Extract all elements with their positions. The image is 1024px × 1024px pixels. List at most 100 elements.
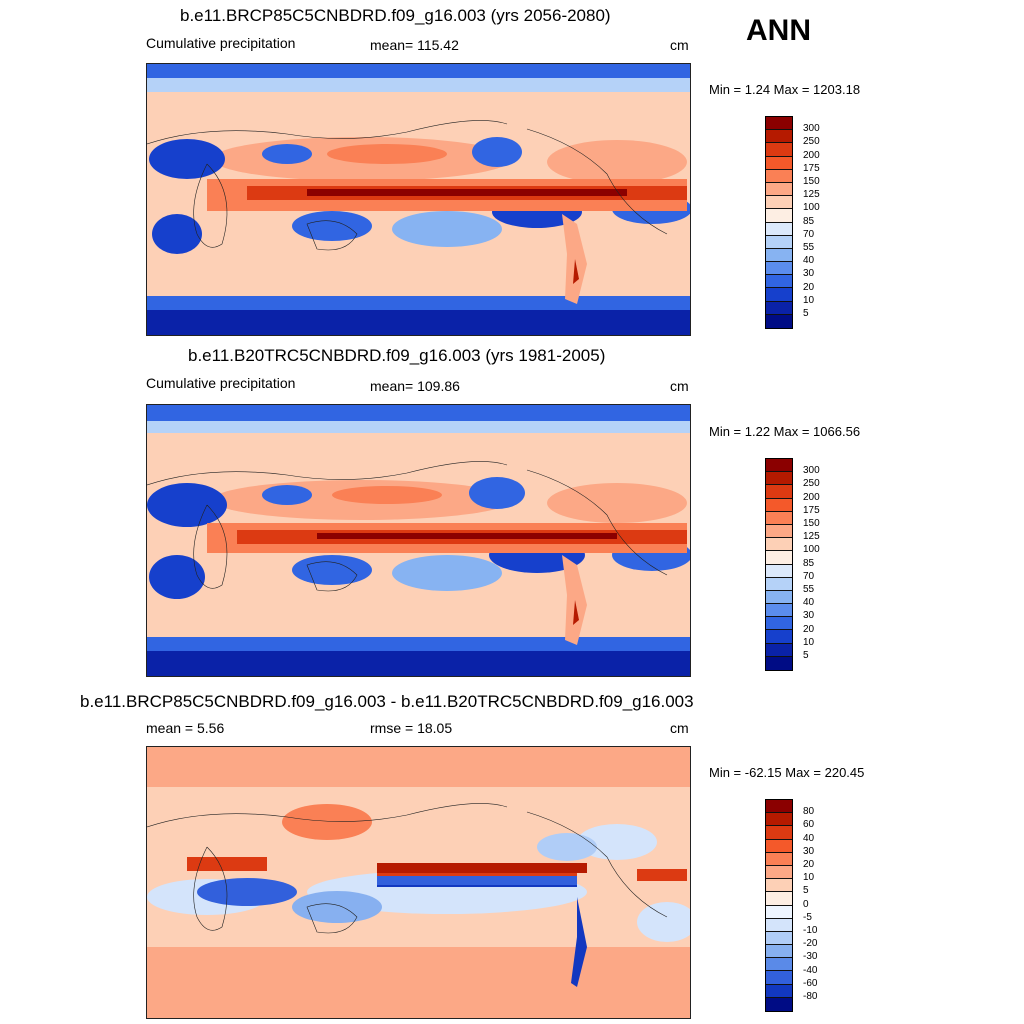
panel-left-label: mean = 5.56	[146, 720, 225, 736]
colorbar-box	[766, 235, 792, 249]
panel-left-label: Cumulative precipitation	[146, 35, 296, 51]
colorbar-tick-label: 175	[803, 162, 820, 174]
colorbar-tick-label: 70	[803, 228, 815, 240]
panel-minmax: Min = -62.15 Max = 220.45	[709, 765, 865, 780]
panel-units: cm	[670, 720, 689, 736]
precip-map	[146, 63, 691, 336]
colorbar-box	[766, 156, 792, 170]
colorbar-tick-label: -30	[803, 951, 818, 963]
colorbar-box	[766, 879, 792, 893]
colorbar-tick-label: 100	[803, 202, 820, 214]
colorbar-tick-label: 20	[803, 859, 815, 870]
colorbar-box	[766, 865, 792, 880]
panel-title: b.e11.B20TRC5CNBDRD.f09_g16.003 (yrs 198…	[188, 346, 606, 365]
colorbar-tick-label: 5	[803, 885, 809, 897]
colorbar-tick-label: 150	[803, 176, 820, 187]
colorbar-tick-label: -5	[803, 911, 812, 923]
colorbar-box	[766, 196, 792, 210]
panel-title: b.e11.BRCP85C5CNBDRD.f09_g16.003 - b.e11…	[80, 692, 694, 711]
colorbar-tick-label: 175	[803, 504, 820, 516]
colorbar-box	[766, 617, 792, 631]
colorbar-box	[766, 485, 792, 499]
colorbar-box	[766, 839, 792, 853]
panel-minmax: Min = 1.22 Max = 1066.56	[709, 424, 861, 439]
colorbar-tick-label: 200	[803, 491, 820, 503]
colorbar-tick-label: 125	[803, 189, 820, 201]
colorbar-box	[766, 524, 792, 539]
panel-center-label: mean= 109.86	[370, 378, 460, 394]
colorbar-tick-label: 30	[803, 845, 815, 857]
colorbar-tick-label: -60	[803, 977, 818, 989]
colorbar-tick-label: 20	[803, 623, 815, 635]
colorbar-box	[766, 538, 792, 552]
colorbar	[765, 116, 793, 329]
colorbar-box	[766, 275, 792, 289]
colorbar-box	[766, 511, 792, 525]
colorbar-box	[766, 472, 792, 486]
colorbar-tick-label: -20	[803, 938, 818, 950]
colorbar-tick-label: -10	[803, 925, 818, 936]
panel-left-label: Cumulative precipitation	[146, 375, 296, 391]
colorbar-box	[766, 577, 792, 591]
panel-units: cm	[670, 378, 689, 394]
colorbar	[765, 458, 793, 671]
colorbar-box	[766, 209, 792, 223]
colorbar-box	[766, 498, 792, 512]
season-label: ANN	[746, 14, 811, 47]
panel-center-label: mean= 115.42	[370, 37, 459, 53]
colorbar-tick-label: 40	[803, 597, 815, 609]
colorbar-box	[766, 222, 792, 236]
panel-title: b.e11.BRCP85C5CNBDRD.f09_g16.003 (yrs 20…	[180, 6, 611, 25]
colorbar-box	[766, 945, 792, 959]
colorbar-tick-label: 10	[803, 294, 815, 306]
colorbar-box	[766, 301, 792, 315]
colorbar-tick-label: 250	[803, 478, 820, 490]
colorbar-box	[766, 564, 792, 578]
colorbar-tick-label: 55	[803, 242, 815, 253]
colorbar-tick-label: 100	[803, 544, 820, 556]
colorbar-box	[766, 130, 792, 144]
colorbar-box	[766, 931, 792, 946]
colorbar-tick-label: -40	[803, 964, 818, 976]
colorbar-tick-label: 70	[803, 570, 815, 582]
colorbar-tick-label: 300	[803, 123, 820, 135]
panel-units: cm	[670, 37, 689, 53]
colorbar-tick-label: 300	[803, 465, 820, 477]
colorbar-box	[766, 262, 792, 276]
colorbar-box	[766, 656, 792, 670]
colorbar-tick-label: 5	[803, 650, 809, 661]
colorbar-box	[766, 143, 792, 157]
colorbar-tick-label: 85	[803, 557, 815, 569]
colorbar-box	[766, 800, 792, 814]
colorbar-tick-label: 0	[803, 898, 809, 910]
colorbar-tick-label: 40	[803, 255, 815, 267]
colorbar-box	[766, 971, 792, 985]
colorbar-tick-label: 60	[803, 819, 815, 831]
precip-diff-map	[146, 746, 691, 1019]
panel-minmax: Min = 1.24 Max = 1203.18	[709, 82, 861, 97]
colorbar-box	[766, 314, 792, 328]
colorbar-box	[766, 630, 792, 644]
colorbar-box	[766, 918, 792, 932]
colorbar-box	[766, 826, 792, 840]
colorbar-tick-label: 55	[803, 584, 815, 595]
colorbar-box	[766, 958, 792, 972]
colorbar-tick-label: -80	[803, 991, 818, 1002]
colorbar-box	[766, 984, 792, 998]
colorbar-box	[766, 643, 792, 657]
colorbar-tick-label: 40	[803, 832, 815, 844]
colorbar-box	[766, 248, 792, 263]
colorbar-box	[766, 182, 792, 197]
colorbar-box	[766, 905, 792, 919]
colorbar-box	[766, 551, 792, 565]
colorbar-box	[766, 997, 792, 1011]
colorbar-tick-label: 5	[803, 308, 809, 319]
colorbar-tick-label: 30	[803, 268, 815, 280]
colorbar-tick-label: 200	[803, 149, 820, 161]
colorbar-box	[766, 852, 792, 866]
colorbar-box	[766, 590, 792, 605]
colorbar-tick-label: 20	[803, 281, 815, 293]
panel-center-label: rmse = 18.05	[370, 720, 453, 736]
colorbar-box	[766, 813, 792, 827]
colorbar-tick-label: 30	[803, 610, 815, 622]
